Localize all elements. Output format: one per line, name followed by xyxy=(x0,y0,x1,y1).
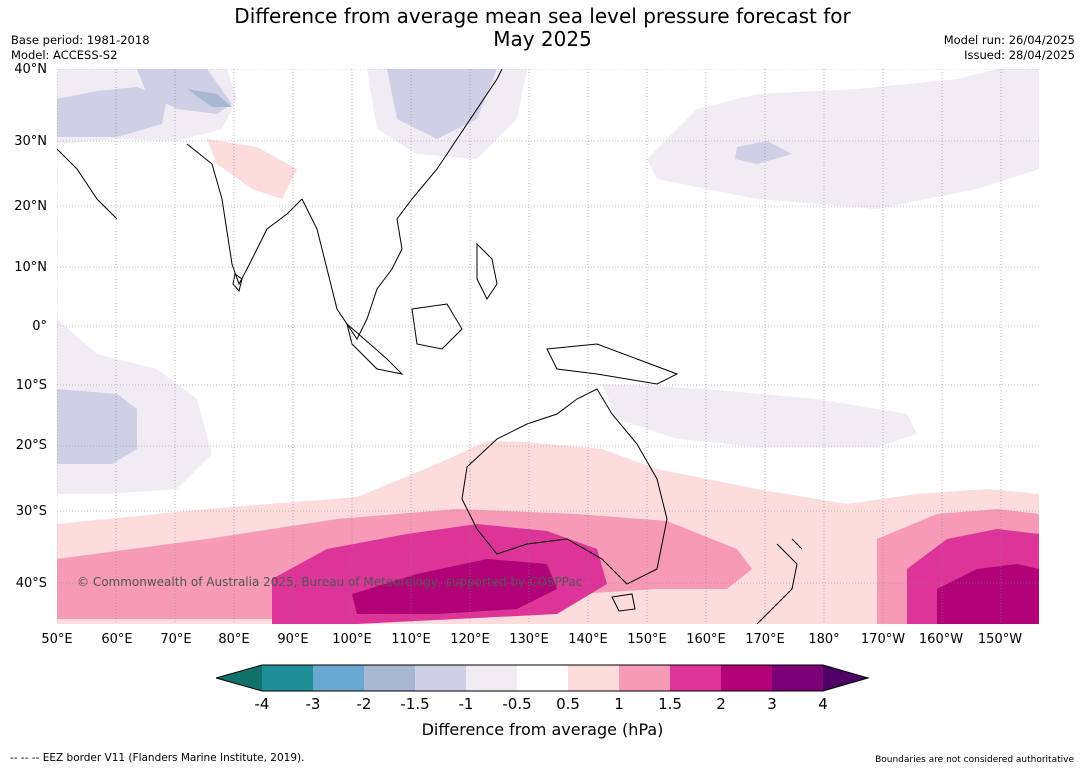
colorbar-tick: 1.5 xyxy=(658,695,682,713)
coastline-sri-lanka xyxy=(232,273,243,293)
meta-right: Model run: 26/04/2025 Issued: 28/04/2025 xyxy=(944,33,1075,63)
coastline-india xyxy=(186,143,303,286)
colorbar-bin xyxy=(262,665,313,691)
lat-label: 40°N xyxy=(14,62,47,77)
anomaly-region-himalaya-low-core xyxy=(187,89,232,107)
lat-label: 30°N xyxy=(14,134,47,149)
lon-label: 60°E xyxy=(101,632,133,647)
lon-label: 100°E xyxy=(332,632,372,647)
colorbar-label: Difference from average (hPa) xyxy=(421,720,664,739)
anomaly-region-china-low-core xyxy=(387,69,497,139)
lat-label: 0° xyxy=(32,319,47,334)
map-canvas: © Commonwealth of Australia 2025, Bureau… xyxy=(57,69,1039,624)
colorbar-tick: 0.5 xyxy=(556,695,580,713)
lon-label: 80°E xyxy=(218,632,250,647)
lat-label: 20°S xyxy=(15,438,47,453)
lon-label: 150°E xyxy=(627,632,667,647)
colorbar-bin xyxy=(568,665,619,691)
coastline-borneo xyxy=(411,303,463,350)
lat-label: 10°S xyxy=(15,378,47,393)
colorbar-tick: -1.5 xyxy=(400,695,430,713)
colorbar-tick: 1 xyxy=(614,695,624,713)
lon-label: 90°E xyxy=(277,632,309,647)
anomaly-region-coral-sea-low xyxy=(602,384,917,447)
anomaly-region-north-pacific-low xyxy=(647,69,1039,209)
colorbar-bin xyxy=(619,665,670,691)
anomaly-region-north-pacific-low-core xyxy=(735,141,792,164)
coastline-new-zealand xyxy=(756,538,803,624)
coastline-tasmania xyxy=(611,593,636,612)
lon-label: 170°W xyxy=(860,632,906,647)
chart-title: Difference from average mean sea level p… xyxy=(0,5,1085,51)
model-text: Model: ACCESS-S2 xyxy=(11,48,118,62)
anomaly-region-north-india-low-core xyxy=(57,87,167,137)
lon-label: 140°E xyxy=(568,632,608,647)
disclaimer-note: Boundaries are not considered authoritat… xyxy=(875,755,1074,765)
colorbar xyxy=(214,664,870,698)
colorbar-bin xyxy=(466,665,517,691)
anomaly-region-bight-high-4 xyxy=(352,559,557,614)
coastline-australia xyxy=(461,388,668,585)
lon-label: 160°E xyxy=(686,632,726,647)
coastline-east-asia xyxy=(411,69,503,200)
colorbar-tick: 3 xyxy=(767,695,777,713)
colorbar-bin xyxy=(772,665,823,691)
colorbar-tick: -0.5 xyxy=(502,695,532,713)
meta-left: Base period: 1981-2018 Model: ACCESS-S2 xyxy=(11,33,150,63)
lon-label: 50°E xyxy=(41,632,73,647)
base-period-text: Base period: 1981-2018 xyxy=(11,33,150,47)
lat-label: 20°N xyxy=(14,199,47,214)
anomaly-region-indian-ocean-low-core xyxy=(57,389,137,464)
coastline-philippines xyxy=(476,242,498,300)
colorbar-tick: -3 xyxy=(305,695,321,713)
colorbar-tick: -4 xyxy=(254,695,270,713)
colorbar-min-arrow xyxy=(216,665,262,691)
colorbar-tick: -2 xyxy=(356,695,372,713)
colorbar-max-arrow xyxy=(823,665,868,691)
lon-label: 70°E xyxy=(160,632,192,647)
coastline-se-asia xyxy=(301,198,413,340)
copyright-text: © Commonwealth of Australia 2025, Bureau… xyxy=(77,575,582,589)
colorbar-tick: 2 xyxy=(716,695,726,713)
lat-label: 40°S xyxy=(15,576,47,591)
colorbar-svg xyxy=(214,664,870,692)
title-line-1: Difference from average mean sea level p… xyxy=(234,4,851,28)
colorbar-bin xyxy=(517,665,568,691)
colorbar-tick: -1 xyxy=(458,695,474,713)
coastline-arabia xyxy=(57,148,118,220)
lon-label: 150°W xyxy=(977,632,1023,647)
lon-label: 130°E xyxy=(509,632,549,647)
colorbar-bin xyxy=(721,665,772,691)
colorbar-bin xyxy=(364,665,415,691)
anomaly-region-pacific-high-4 xyxy=(937,564,1039,624)
colorbar-bin xyxy=(415,665,466,691)
colorbar-bin xyxy=(670,665,721,691)
model-run-text: Model run: 26/04/2025 xyxy=(943,33,1075,47)
colorbar-tick: 4 xyxy=(818,695,828,713)
lon-label: 120°E xyxy=(450,632,490,647)
lat-label: 30°S xyxy=(15,504,47,519)
eez-note: -- -- -- EEZ border V11 (Flanders Marine… xyxy=(10,752,305,764)
colorbar-bin xyxy=(313,665,364,691)
lon-label: 180° xyxy=(808,632,840,647)
forecast-map: © Commonwealth of Australia 2025, Bureau… xyxy=(57,69,1039,624)
issued-text: Issued: 28/04/2025 xyxy=(964,48,1075,62)
anomaly-region-india-high xyxy=(207,139,297,199)
lat-label: 10°N xyxy=(14,260,47,275)
colorbar-outline xyxy=(214,664,870,692)
lon-label: 170°E xyxy=(745,632,785,647)
coastline-new-guinea xyxy=(546,343,679,385)
title-line-2: May 2025 xyxy=(493,27,592,51)
lon-label: 110°E xyxy=(391,632,431,647)
lon-label: 160°W xyxy=(918,632,964,647)
coastline-sumatra xyxy=(346,322,404,375)
gridlines xyxy=(57,69,1039,624)
